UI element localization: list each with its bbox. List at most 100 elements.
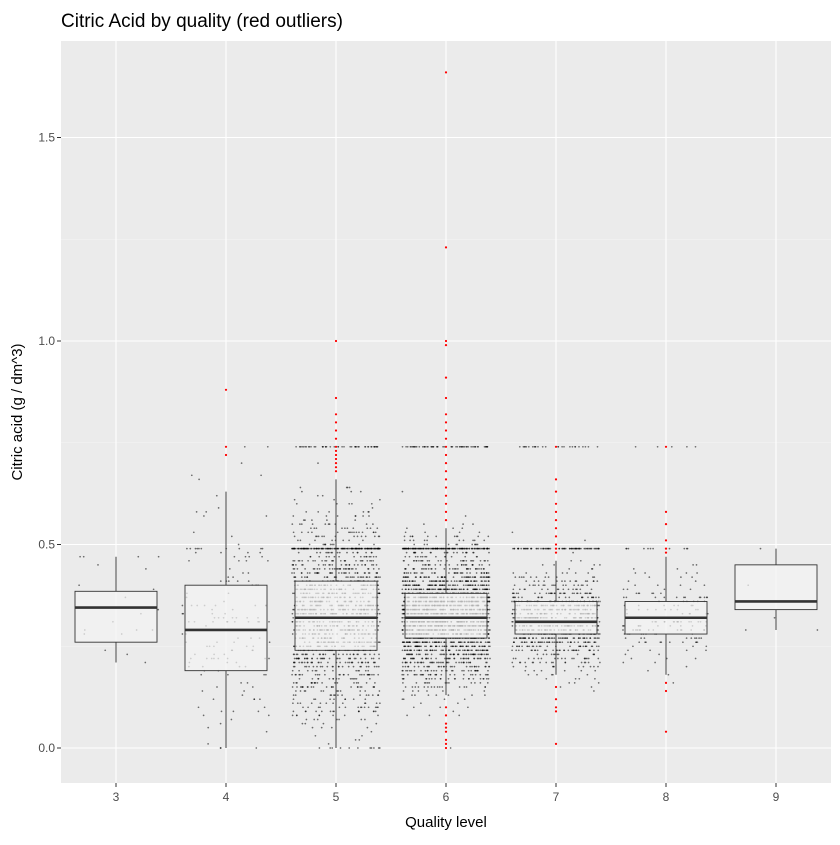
jitter-point — [359, 674, 361, 676]
jitter-point — [477, 641, 479, 643]
jitter-point — [314, 682, 316, 684]
jitter-point — [292, 633, 294, 635]
jitter-point — [462, 645, 464, 647]
jitter-point — [415, 556, 417, 558]
jitter-point — [343, 446, 345, 448]
jitter-point — [623, 625, 625, 627]
jitter-point — [377, 694, 379, 696]
jitter-point — [318, 536, 320, 538]
jitter-point — [481, 576, 483, 578]
jitter-point — [417, 662, 419, 664]
jitter-point — [371, 674, 373, 676]
jitter-point — [426, 666, 428, 668]
jitter-point — [541, 658, 543, 660]
jitter-point — [244, 446, 246, 448]
jitter-point — [460, 658, 462, 660]
jitter-point — [193, 531, 195, 533]
jitter-point — [374, 654, 376, 656]
jitter-point — [442, 690, 444, 692]
jitter-point — [512, 613, 514, 615]
jitter-point — [410, 662, 412, 664]
jitter-point — [436, 662, 438, 664]
jitter-point — [485, 666, 487, 668]
jitter-point — [357, 686, 359, 688]
jitter-point — [526, 641, 528, 643]
jitter-point — [414, 588, 416, 590]
jitter-point — [590, 666, 592, 668]
jitter-point — [242, 572, 244, 574]
jitter-point — [418, 686, 420, 688]
jitter-point — [484, 658, 486, 660]
jitter-point — [439, 706, 441, 708]
outlier-point — [335, 397, 337, 399]
jitter-point — [568, 588, 570, 590]
jitter-point — [329, 747, 331, 749]
jitter-point — [448, 694, 450, 696]
jitter-point — [295, 564, 297, 566]
jitter-point — [349, 548, 351, 550]
jitter-point — [317, 674, 319, 676]
jitter-point — [437, 576, 439, 578]
jitter-point — [433, 662, 435, 664]
jitter-point — [442, 548, 444, 550]
jitter-point — [599, 662, 601, 664]
jitter-point — [361, 706, 363, 708]
jitter-point — [357, 670, 359, 672]
jitter-point — [528, 674, 530, 676]
jitter-point — [297, 540, 299, 542]
jitter-point — [569, 446, 571, 448]
jitter-point — [465, 560, 467, 562]
jitter-point — [429, 715, 431, 717]
jitter-point — [342, 702, 344, 704]
jitter-point — [424, 531, 426, 533]
jitter-point — [331, 686, 333, 688]
jitter-point — [690, 588, 692, 590]
jitter-point — [319, 747, 321, 749]
jitter-point — [359, 666, 361, 668]
jitter-point — [413, 544, 415, 546]
jitter-point — [376, 666, 378, 668]
jitter-point — [551, 584, 553, 586]
jitter-point — [337, 568, 339, 570]
jitter-point — [245, 556, 247, 558]
jitter-point — [436, 580, 438, 582]
jitter-point — [324, 523, 326, 525]
jitter-point — [596, 645, 598, 647]
jitter-point — [421, 674, 423, 676]
jitter-point — [431, 572, 433, 574]
jitter-point — [463, 564, 465, 566]
jitter-point — [332, 711, 334, 713]
jitter-point — [353, 682, 355, 684]
jitter-point — [316, 527, 318, 529]
jitter-point — [434, 678, 436, 680]
jitter-point — [558, 597, 560, 599]
jitter-point — [413, 706, 415, 708]
jitter-point — [453, 658, 455, 660]
jitter-point — [293, 711, 295, 713]
jitter-point — [680, 584, 682, 586]
jitter-point — [476, 572, 478, 574]
jitter-point — [562, 588, 564, 590]
jitter-point — [378, 654, 380, 656]
jitter-point — [365, 556, 367, 558]
jitter-point — [593, 548, 595, 550]
jitter-point — [317, 678, 319, 680]
jitter-point — [356, 531, 358, 533]
jitter-point — [472, 523, 474, 525]
jitter-point — [471, 544, 473, 546]
jitter-point — [291, 572, 293, 574]
jitter-point — [292, 515, 294, 517]
jitter-point — [406, 572, 408, 574]
jitter-point — [372, 694, 374, 696]
jitter-point — [294, 658, 296, 660]
outlier-point — [335, 429, 337, 431]
jitter-point — [588, 548, 590, 550]
jitter-point — [472, 552, 474, 554]
jitter-point — [483, 690, 485, 692]
jitter-point — [337, 682, 339, 684]
jitter-point — [352, 527, 354, 529]
jitter-point — [329, 658, 331, 660]
jitter-point — [514, 584, 516, 586]
jitter-point — [324, 576, 326, 578]
jitter-point — [528, 645, 530, 647]
